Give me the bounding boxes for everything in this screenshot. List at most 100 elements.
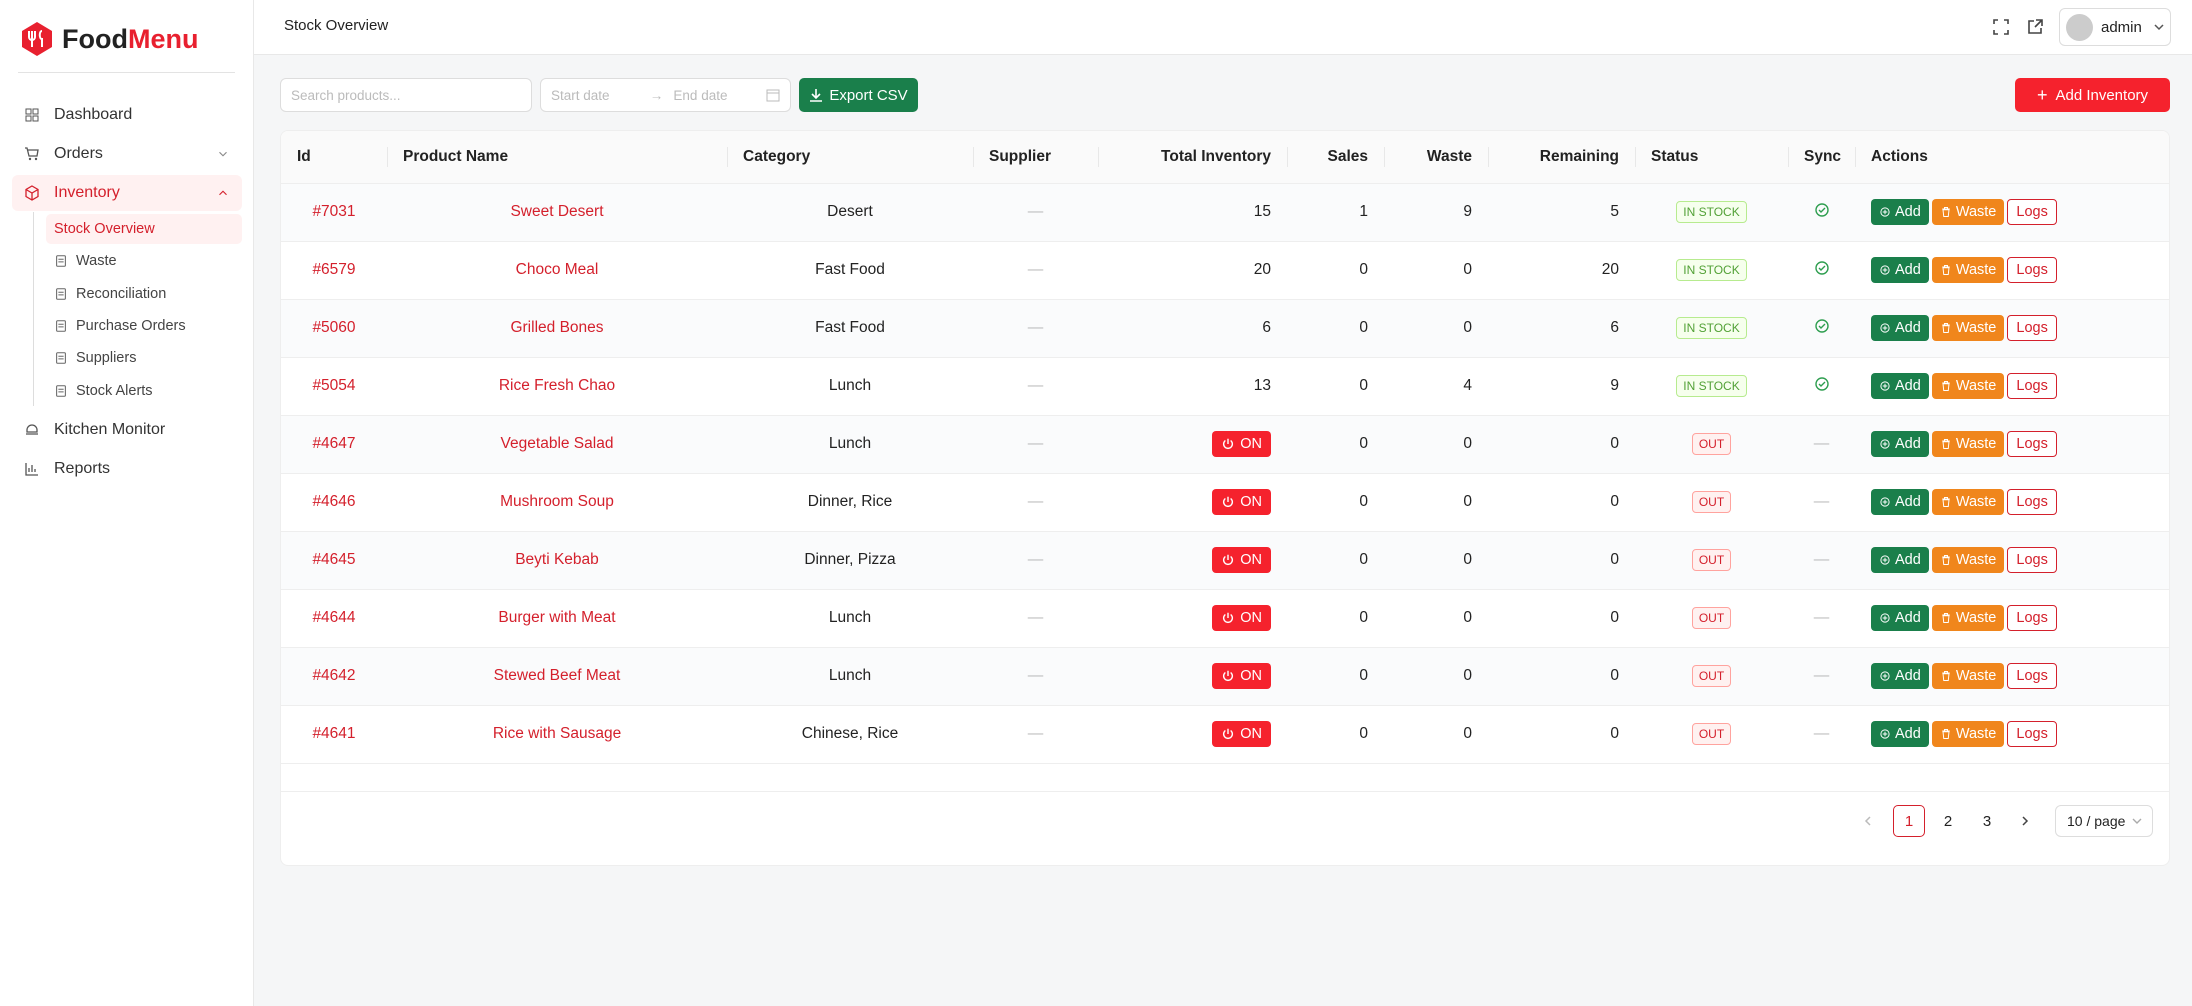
action-button[interactable]: Logs: [2007, 547, 2057, 573]
action-button[interactable]: Add: [1871, 257, 1929, 283]
menu-item[interactable]: Inventory: [12, 175, 242, 211]
product-id[interactable]: #6579: [312, 261, 356, 278]
product-name[interactable]: Vegetable Salad: [500, 435, 614, 452]
action-button[interactable]: Waste: [1931, 547, 2005, 573]
on-badge[interactable]: ON: [1212, 431, 1271, 457]
action-button[interactable]: Waste: [1931, 373, 2005, 399]
on-badge[interactable]: ON: [1212, 663, 1271, 689]
action-button[interactable]: Add: [1871, 431, 1929, 457]
action-button[interactable]: Logs: [2007, 257, 2057, 283]
action-button[interactable]: Logs: [2007, 199, 2057, 225]
cell: 5: [1488, 183, 1635, 242]
page-number[interactable]: 2: [1943, 812, 1953, 830]
cell: ON: [1098, 473, 1287, 532]
menu-item[interactable]: Dashboard: [12, 97, 242, 133]
total-inventory: 15: [1253, 203, 1271, 220]
product-name[interactable]: Rice with Sausage: [492, 725, 622, 742]
on-badge[interactable]: ON: [1212, 547, 1271, 573]
add-inventory-button[interactable]: + Add Inventory: [2015, 78, 2170, 112]
action-button[interactable]: Waste: [1931, 605, 2005, 631]
action-button[interactable]: Add: [1871, 547, 1929, 573]
action-button[interactable]: Logs: [2007, 431, 2057, 457]
export-button[interactable]: Export CSV: [799, 78, 918, 112]
product-name[interactable]: Stewed Beef Meat: [493, 667, 621, 684]
external-icon[interactable]: [2026, 18, 2044, 36]
product-name[interactable]: Mushroom Soup: [500, 493, 614, 510]
page-number[interactable]: 1: [1893, 805, 1925, 837]
submenu-item[interactable]: Waste: [46, 246, 242, 276]
submenu-item[interactable]: Stock Alerts: [46, 376, 242, 406]
product-id[interactable]: #4644: [312, 609, 356, 626]
page-number[interactable]: 3: [1982, 812, 1992, 830]
action-button[interactable]: Logs: [2007, 373, 2057, 399]
action-button[interactable]: Waste: [1931, 257, 2005, 283]
action-button[interactable]: Add: [1871, 315, 1929, 341]
action-button[interactable]: Waste: [1931, 315, 2005, 341]
product-id[interactable]: #5054: [312, 377, 356, 394]
action-button[interactable]: Logs: [2007, 489, 2057, 515]
fullscreen-icon[interactable]: [1992, 18, 2010, 36]
action-button[interactable]: Logs: [2007, 721, 2057, 747]
column-header: Product Name: [387, 131, 727, 184]
date-range[interactable]: Start date → End date: [540, 78, 791, 112]
status-tag: IN STOCK: [1676, 259, 1747, 281]
product-name[interactable]: Beyti Kebab: [515, 551, 599, 568]
action-button[interactable]: Waste: [1931, 721, 2005, 747]
supplier: —: [1027, 609, 1044, 626]
action-button[interactable]: Waste: [1931, 199, 2005, 225]
submenu-item[interactable]: Suppliers: [46, 343, 242, 373]
next-page[interactable]: [2018, 814, 2032, 828]
action-button[interactable]: Add: [1871, 373, 1929, 399]
search-input[interactable]: Search products...: [280, 78, 532, 112]
action-button[interactable]: Logs: [2007, 663, 2057, 689]
on-badge[interactable]: ON: [1212, 721, 1271, 747]
menu-item[interactable]: Kitchen Monitor: [12, 412, 242, 448]
product-name[interactable]: Sweet Desert: [510, 203, 604, 220]
waste: 0: [1463, 319, 1472, 336]
product-id[interactable]: #4646: [312, 493, 356, 510]
sidebar: Food Menu Dashboard Orders Inventory Kitchen…: [0, 0, 254, 1006]
cell: —: [1788, 589, 1855, 648]
submenu-item[interactable]: Stock Overview: [46, 214, 242, 244]
action-button[interactable]: Waste: [1931, 489, 2005, 515]
action-button[interactable]: Logs: [2007, 605, 2057, 631]
product-name[interactable]: Choco Meal: [515, 261, 599, 278]
action-button[interactable]: Add: [1871, 721, 1929, 747]
icon: [1880, 207, 1890, 217]
action-button[interactable]: Waste: [1931, 663, 2005, 689]
product-id[interactable]: #5060: [312, 319, 356, 336]
product-id[interactable]: #4645: [312, 551, 356, 568]
submenu-item[interactable]: Purchase Orders: [46, 311, 242, 341]
product-id[interactable]: #7031: [312, 203, 356, 220]
action-label: Add: [1895, 204, 1921, 220]
action-button[interactable]: Waste: [1931, 431, 2005, 457]
product-id[interactable]: #4647: [312, 435, 356, 452]
submenu-item[interactable]: Reconciliation: [46, 279, 242, 309]
on-badge[interactable]: ON: [1212, 489, 1271, 515]
cell: —: [973, 705, 1098, 764]
action-button[interactable]: Add: [1871, 489, 1929, 515]
product-id[interactable]: #4641: [312, 725, 356, 742]
icon: [1942, 729, 1950, 739]
menu-item[interactable]: Orders: [12, 136, 242, 172]
icon: [1942, 265, 1950, 275]
prev-page[interactable]: [1861, 814, 1875, 828]
action-button[interactable]: Add: [1871, 199, 1929, 225]
action-button[interactable]: Add: [1871, 605, 1929, 631]
icon: [1880, 265, 1890, 275]
page-size[interactable]: 10 / page: [2055, 805, 2153, 837]
menu-item[interactable]: Reports: [12, 451, 242, 487]
product-name[interactable]: Grilled Bones: [510, 319, 604, 336]
logo[interactable]: Food Menu: [18, 18, 198, 60]
action-button[interactable]: Logs: [2007, 315, 2057, 341]
icon: [1942, 497, 1950, 507]
on-badge[interactable]: ON: [1212, 605, 1271, 631]
product-id[interactable]: #4642: [312, 667, 356, 684]
table-row: #7031 Sweet Desert Desert — 15 1 9 5 IN STOCK Add…: [281, 183, 2169, 242]
product-name[interactable]: Rice Fresh Chao: [498, 377, 616, 394]
icon: [1880, 439, 1890, 449]
submenu-label: Suppliers: [76, 350, 137, 367]
product-name[interactable]: Burger with Meat: [498, 609, 616, 626]
user-menu[interactable]: admin: [2059, 8, 2171, 46]
action-button[interactable]: Add: [1871, 663, 1929, 689]
